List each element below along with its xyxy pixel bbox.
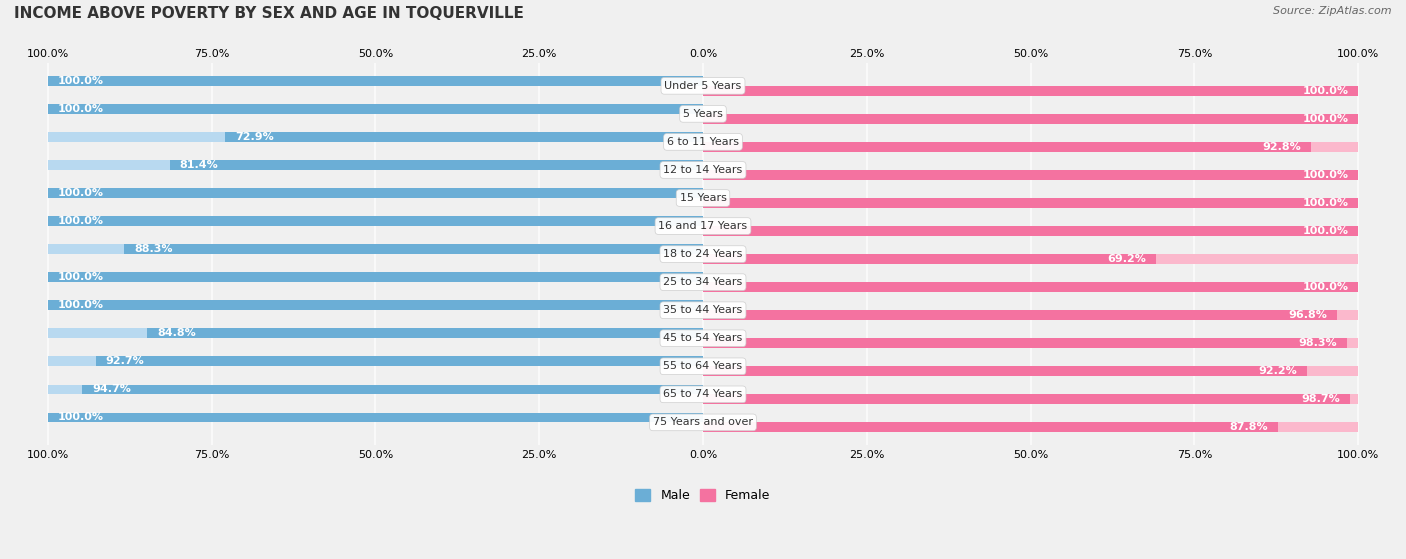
Bar — [48, 272, 703, 282]
Bar — [48, 413, 703, 423]
Text: 100.0%: 100.0% — [1302, 86, 1348, 96]
Bar — [703, 142, 1310, 151]
Bar — [148, 329, 703, 338]
Bar — [703, 366, 1308, 376]
Bar — [48, 357, 703, 366]
Bar — [48, 188, 703, 198]
Text: 100.0%: 100.0% — [1302, 170, 1348, 180]
Bar — [703, 310, 1358, 320]
Text: 100.0%: 100.0% — [1302, 226, 1348, 236]
Bar — [703, 338, 1347, 348]
Bar — [703, 114, 1358, 124]
Bar — [703, 310, 1337, 320]
Text: 88.3%: 88.3% — [134, 244, 173, 254]
Text: 92.7%: 92.7% — [105, 357, 145, 366]
Bar — [703, 394, 1358, 404]
Bar — [703, 170, 1358, 180]
Bar — [703, 198, 1358, 208]
Bar — [124, 244, 703, 254]
Bar — [83, 385, 703, 394]
Bar — [703, 423, 1278, 432]
Bar — [48, 300, 703, 310]
Text: 6 to 11 Years: 6 to 11 Years — [666, 137, 740, 147]
Text: 45 to 54 Years: 45 to 54 Years — [664, 333, 742, 343]
Bar — [48, 300, 703, 310]
Bar — [170, 160, 703, 170]
Bar — [48, 244, 703, 254]
Text: 100.0%: 100.0% — [58, 300, 104, 310]
Bar — [48, 413, 703, 423]
Text: 100.0%: 100.0% — [58, 76, 104, 86]
Text: 100.0%: 100.0% — [58, 413, 104, 423]
Text: 55 to 64 Years: 55 to 64 Years — [664, 361, 742, 371]
Text: 75 Years and over: 75 Years and over — [652, 418, 754, 428]
Bar — [703, 366, 1358, 376]
Text: 100.0%: 100.0% — [1302, 198, 1348, 208]
Text: 92.2%: 92.2% — [1258, 366, 1298, 376]
Legend: Male, Female: Male, Female — [630, 484, 776, 507]
Text: 100.0%: 100.0% — [58, 216, 104, 226]
Bar — [703, 226, 1358, 236]
Bar — [703, 198, 1358, 208]
Text: INCOME ABOVE POVERTY BY SEX AND AGE IN TOQUERVILLE: INCOME ABOVE POVERTY BY SEX AND AGE IN T… — [14, 6, 524, 21]
Text: 25 to 34 Years: 25 to 34 Years — [664, 277, 742, 287]
Bar — [96, 357, 703, 366]
Text: Source: ZipAtlas.com: Source: ZipAtlas.com — [1274, 6, 1392, 16]
Bar — [703, 254, 1156, 264]
Text: 69.2%: 69.2% — [1108, 254, 1147, 264]
Text: 92.8%: 92.8% — [1263, 142, 1301, 152]
Text: Under 5 Years: Under 5 Years — [665, 81, 741, 91]
Bar — [703, 254, 1358, 264]
Bar — [48, 160, 703, 170]
Text: 100.0%: 100.0% — [1302, 282, 1348, 292]
Text: 5 Years: 5 Years — [683, 109, 723, 119]
Bar — [703, 282, 1358, 292]
Bar — [48, 216, 703, 226]
Bar — [48, 132, 703, 142]
Bar — [703, 226, 1358, 236]
Bar — [48, 385, 703, 394]
Bar — [703, 114, 1358, 124]
Bar — [48, 104, 703, 114]
Bar — [48, 188, 703, 198]
Bar — [48, 329, 703, 338]
Bar — [703, 142, 1358, 151]
Bar — [48, 272, 703, 282]
Text: 81.4%: 81.4% — [180, 160, 218, 170]
Bar — [48, 216, 703, 226]
Text: 100.0%: 100.0% — [58, 272, 104, 282]
Bar — [703, 282, 1358, 292]
Bar — [703, 423, 1358, 432]
Bar — [225, 132, 703, 142]
Text: 96.8%: 96.8% — [1288, 310, 1327, 320]
Bar — [48, 104, 703, 114]
Bar — [48, 76, 703, 86]
Text: 15 Years: 15 Years — [679, 193, 727, 203]
Bar — [48, 76, 703, 86]
Text: 12 to 14 Years: 12 to 14 Years — [664, 165, 742, 175]
Bar — [703, 86, 1358, 96]
Text: 35 to 44 Years: 35 to 44 Years — [664, 305, 742, 315]
Text: 16 and 17 Years: 16 and 17 Years — [658, 221, 748, 231]
Bar — [703, 338, 1358, 348]
Text: 98.3%: 98.3% — [1299, 338, 1337, 348]
Bar — [703, 86, 1358, 96]
Text: 72.9%: 72.9% — [235, 132, 274, 142]
Text: 84.8%: 84.8% — [157, 328, 195, 338]
Text: 100.0%: 100.0% — [1302, 114, 1348, 124]
Bar — [703, 170, 1358, 180]
Text: 94.7%: 94.7% — [93, 385, 131, 395]
Text: 65 to 74 Years: 65 to 74 Years — [664, 389, 742, 399]
Text: 98.7%: 98.7% — [1301, 394, 1340, 404]
Text: 100.0%: 100.0% — [58, 104, 104, 114]
Bar — [703, 394, 1350, 404]
Text: 18 to 24 Years: 18 to 24 Years — [664, 249, 742, 259]
Text: 87.8%: 87.8% — [1230, 422, 1268, 432]
Text: 100.0%: 100.0% — [58, 188, 104, 198]
